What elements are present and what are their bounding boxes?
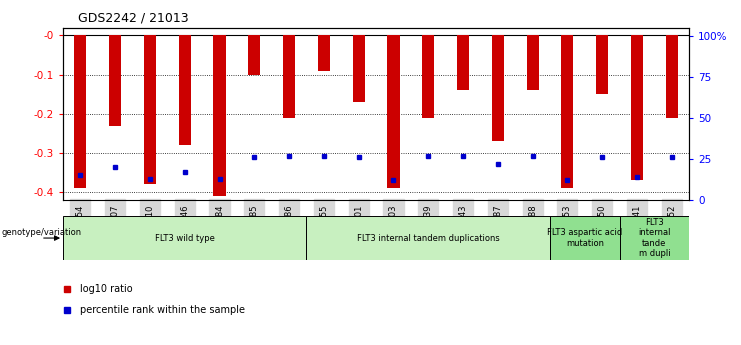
Bar [283, 36, 295, 118]
Bar [492, 36, 504, 141]
Bar [74, 36, 87, 188]
Bar [248, 36, 260, 75]
Bar [318, 36, 330, 71]
Bar [596, 36, 608, 94]
Text: FLT3 aspartic acid
mutation: FLT3 aspartic acid mutation [547, 228, 622, 248]
Text: log10 ratio: log10 ratio [80, 285, 133, 294]
Bar [144, 36, 156, 185]
Bar [422, 36, 434, 118]
Bar [307, 216, 550, 260]
Bar [388, 36, 399, 188]
Bar [631, 36, 643, 180]
Bar [353, 36, 365, 102]
Bar [527, 36, 539, 90]
Bar [213, 36, 225, 196]
Text: FLT3 wild type: FLT3 wild type [155, 234, 215, 243]
Bar [179, 36, 191, 145]
Bar [561, 36, 574, 188]
Text: percentile rank within the sample: percentile rank within the sample [80, 305, 245, 315]
Bar [619, 216, 689, 260]
Bar [63, 216, 307, 260]
Bar [457, 36, 469, 90]
Text: GDS2242 / 21013: GDS2242 / 21013 [78, 11, 188, 24]
Bar [109, 36, 122, 126]
Text: FLT3 internal tandem duplications: FLT3 internal tandem duplications [357, 234, 499, 243]
Text: FLT3
internal
tande
m dupli: FLT3 internal tande m dupli [638, 218, 671, 258]
Bar [665, 36, 678, 118]
Bar [550, 216, 619, 260]
Text: genotype/variation: genotype/variation [1, 228, 82, 237]
